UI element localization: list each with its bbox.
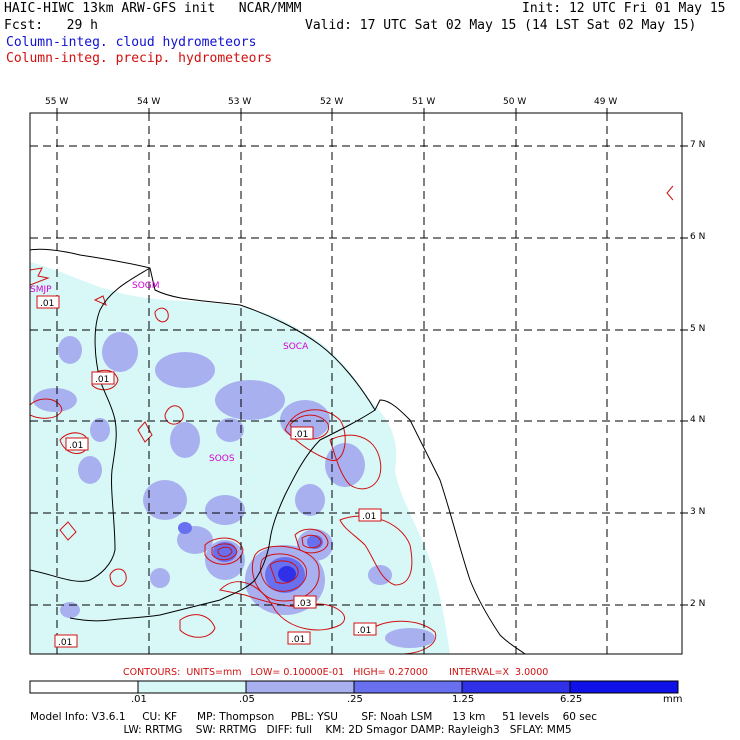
lon-label-52w: 52 W bbox=[320, 97, 344, 107]
contour-label-8: .01 bbox=[353, 622, 377, 636]
station-sogm: SOGM bbox=[132, 281, 160, 291]
lon-label-50w: 50 W bbox=[503, 97, 527, 107]
svg-text:.01: .01 bbox=[95, 375, 109, 385]
model-info-line-2: LW: RRTMG SW: RRTMG DIFF: full KM: 2D Sm… bbox=[30, 724, 572, 736]
svg-text:.01: .01 bbox=[362, 512, 376, 522]
right-ticks bbox=[682, 145, 688, 606]
colorbar-tick-25: .25 bbox=[347, 694, 363, 705]
lon-label-54w: 54 W bbox=[137, 97, 161, 107]
svg-text:.03: .03 bbox=[297, 599, 311, 609]
svg-text:.01: .01 bbox=[58, 638, 72, 648]
contour-label-4: .01 bbox=[290, 426, 314, 440]
colorbar-unit: mm bbox=[663, 694, 683, 705]
contour-value-labels: .01 .01 .01 .01 .01 .03 .01 .01 .01 bbox=[36, 295, 382, 648]
lon-label-49w: 49 W bbox=[594, 97, 618, 107]
lat-label-6n: 6 N bbox=[690, 232, 706, 242]
model-info-line-1: Model Info: V3.6.1 CU: KF MP: Thompson P… bbox=[30, 711, 597, 723]
colorbar-tick-05: .05 bbox=[239, 694, 255, 705]
forecast-hour: Fcst: 29 h bbox=[4, 18, 98, 33]
contour-label-5: .01 bbox=[358, 508, 382, 522]
shade-darkest bbox=[278, 566, 296, 582]
valid-time: Valid: 17 UTC Sat 02 May 15 (14 LST Sat … bbox=[305, 18, 697, 33]
lon-label-53w: 53 W bbox=[228, 97, 252, 107]
svg-text:.01: .01 bbox=[294, 430, 308, 440]
colorbar-tick-01: .01 bbox=[131, 694, 147, 705]
model-title: HAIC-HIWC 13km ARW-GFS init NCAR/MMM bbox=[4, 1, 302, 16]
colorbar-tick-125: 1.25 bbox=[452, 694, 475, 705]
legend-precip: Column-integ. precip. hydrometeors bbox=[6, 51, 273, 66]
coastline bbox=[30, 248, 526, 654]
colorbar-tick-625: 6.25 bbox=[560, 694, 583, 705]
lat-label-5n: 5 N bbox=[690, 324, 706, 334]
lat-label-2n: 2 N bbox=[690, 599, 706, 609]
top-ticks bbox=[56, 108, 608, 113]
svg-text:.01: .01 bbox=[69, 441, 83, 451]
svg-text:.01: .01 bbox=[40, 299, 54, 309]
svg-text:.01: .01 bbox=[291, 635, 305, 645]
contour-label-2: .01 bbox=[91, 371, 115, 385]
contour-label-6: .03 bbox=[293, 595, 317, 609]
colorbar bbox=[29, 680, 679, 694]
lat-label-4n: 4 N bbox=[690, 415, 706, 425]
precip-contours bbox=[30, 185, 674, 654]
station-labels: SMJP SOGM SOCA SOOS bbox=[30, 281, 309, 464]
contour-label-1: .01 bbox=[36, 295, 60, 309]
init-time: Init: 12 UTC Fri 01 May 15 bbox=[522, 1, 726, 16]
contour-label-7: .01 bbox=[287, 631, 311, 645]
lon-label-51w: 51 W bbox=[412, 97, 436, 107]
station-soos: SOOS bbox=[209, 454, 235, 464]
station-soca: SOCA bbox=[283, 342, 309, 352]
map-frame bbox=[29, 112, 683, 655]
contour-info: CONTOURS: UNITS=mm LOW= 0.10000E-01 HIGH… bbox=[123, 667, 549, 678]
contour-label-3: .01 bbox=[65, 437, 89, 451]
lat-label-7n: 7 N bbox=[690, 140, 706, 150]
lat-label-3n: 3 N bbox=[690, 507, 706, 517]
contour-label-9: .01 bbox=[54, 634, 78, 648]
latlon-grid bbox=[30, 113, 682, 654]
lon-label-55w: 55 W bbox=[45, 97, 69, 107]
legend-cloud: Column-integ. cloud hydrometeors bbox=[6, 35, 257, 50]
station-smjp: SMJP bbox=[30, 285, 52, 295]
svg-text:.01: .01 bbox=[357, 626, 371, 636]
